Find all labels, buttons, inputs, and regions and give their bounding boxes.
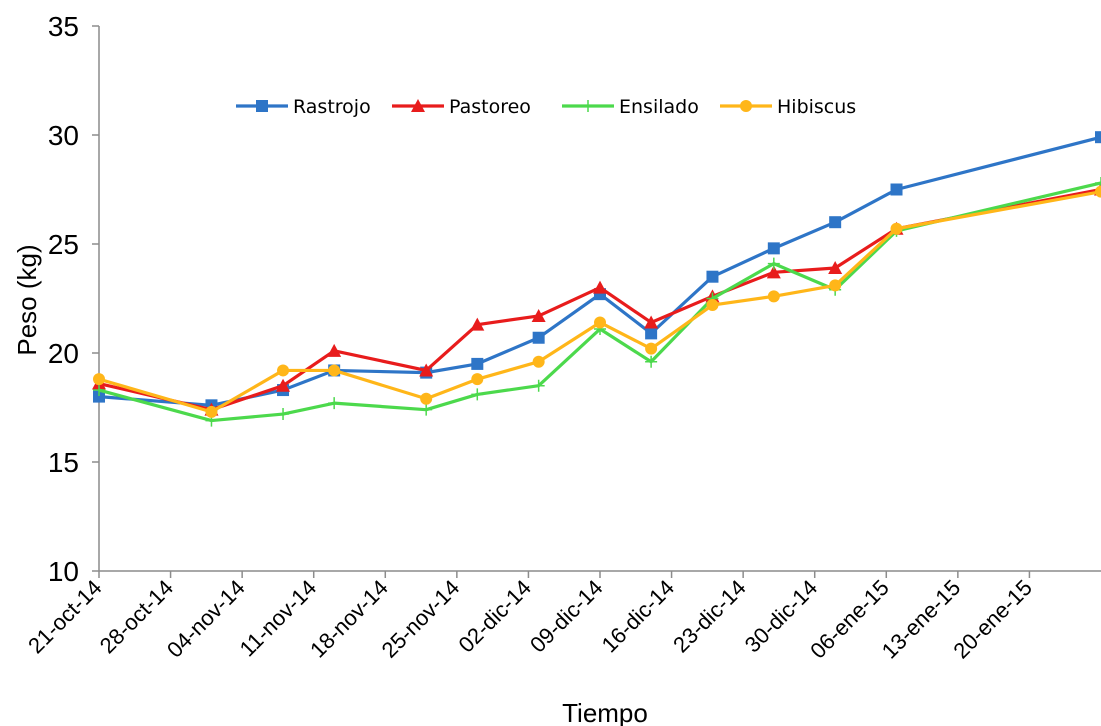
legend-marker-rastrojo <box>256 100 268 112</box>
series-line-pastoreo <box>98 187 1101 412</box>
x-tick-label: 20-ene-15 <box>948 575 1037 664</box>
legend-marker-pastoreo <box>411 99 425 112</box>
data-point-ensilado <box>420 403 433 416</box>
data-point-pastoreo <box>470 317 485 331</box>
data-point-pastoreo <box>828 260 843 274</box>
data-point-rastrojo <box>471 357 484 370</box>
data-point-hibiscus <box>328 364 341 377</box>
series-line-ensilado <box>98 181 1101 423</box>
data-point-hibiscus <box>890 222 903 235</box>
data-point-pastoreo <box>276 378 291 392</box>
series-layer <box>92 131 1101 427</box>
series-hibiscus <box>93 185 1101 418</box>
data-point-hibiscus <box>594 316 606 329</box>
data-point-hibiscus <box>205 405 218 418</box>
data-point-pastoreo <box>766 265 781 279</box>
y-tick-label: 10 <box>48 556 79 587</box>
legend-item-ensilado: Ensilado <box>562 96 699 118</box>
data-point-rastrojo <box>93 390 105 403</box>
y-tick-label: 30 <box>48 120 79 151</box>
legend: Rastrojo Pastoreo Ensilado Hibiscus <box>236 96 856 118</box>
x-tick-label: 25-nov-14 <box>377 575 465 663</box>
legend-marker-ensilado <box>582 100 594 112</box>
y-tick-label: 15 <box>48 447 79 478</box>
data-point-hibiscus <box>645 342 658 355</box>
data-point-rastrojo <box>532 331 545 344</box>
data-point-ensilado <box>1095 176 1101 189</box>
data-point-hibiscus <box>829 279 842 292</box>
legend-label-hibiscus: Hibiscus <box>777 96 856 118</box>
data-point-ensilado <box>532 379 545 392</box>
x-tick-label: 02-dic-14 <box>453 575 536 658</box>
data-point-ensilado <box>328 397 341 410</box>
legend-label-ensilado: Ensilado <box>619 96 699 118</box>
x-axis: 21-oct-1428-oct-1404-nov-1411-nov-1418-n… <box>23 570 1101 664</box>
x-tick-label: 18-nov-14 <box>305 575 393 663</box>
y-axis: 10 15 20 25 30 35 <box>48 11 100 587</box>
data-point-ensilado <box>471 388 484 401</box>
data-point-rastrojo <box>645 327 658 340</box>
data-point-hibiscus <box>471 373 484 386</box>
series-rastrojo <box>93 131 1101 412</box>
y-tick-label: 20 <box>48 338 79 369</box>
x-tick-label: 23-dic-14 <box>668 575 751 658</box>
data-point-pastoreo <box>419 363 434 377</box>
data-point-rastrojo <box>890 183 903 196</box>
x-tick-label: 21-oct-14 <box>23 575 106 658</box>
x-tick-label: 09-dic-14 <box>525 575 608 658</box>
legend-label-pastoreo: Pastoreo <box>449 96 531 118</box>
data-point-ensilado <box>93 384 105 397</box>
legend-item-hibiscus: Hibiscus <box>720 96 856 118</box>
data-point-hibiscus <box>706 299 719 312</box>
y-axis-title: Peso (kg) <box>12 244 42 355</box>
data-point-rastrojo <box>767 242 780 255</box>
data-point-rastrojo <box>829 216 842 229</box>
data-point-rastrojo <box>1095 131 1101 144</box>
data-point-hibiscus <box>767 290 780 303</box>
data-point-pastoreo <box>531 308 546 322</box>
series-ensilado <box>93 176 1101 427</box>
legend-marker-hibiscus <box>740 100 752 112</box>
legend-item-pastoreo: Pastoreo <box>392 96 531 118</box>
data-point-hibiscus <box>420 392 433 405</box>
data-point-pastoreo <box>593 280 607 294</box>
y-tick-label: 25 <box>48 229 79 260</box>
data-point-hibiscus <box>277 364 290 377</box>
data-point-hibiscus <box>1095 185 1101 198</box>
x-tick-label: 04-nov-14 <box>162 575 250 663</box>
x-tick-label: 16-dic-14 <box>597 575 680 658</box>
x-axis-title: Tiempo <box>562 698 648 726</box>
data-point-pastoreo <box>327 343 342 357</box>
data-point-ensilado <box>277 408 290 421</box>
y-tick-label: 35 <box>48 11 79 42</box>
legend-label-rastrojo: Rastrojo <box>293 96 371 118</box>
series-line-hibiscus <box>98 190 1101 414</box>
data-point-hibiscus <box>532 355 545 368</box>
data-point-rastrojo <box>706 270 719 283</box>
data-point-ensilado <box>645 355 658 368</box>
series-line-rastrojo <box>98 135 1101 407</box>
legend-item-rastrojo: Rastrojo <box>236 96 371 118</box>
data-point-ensilado <box>767 257 780 270</box>
data-point-hibiscus <box>93 373 105 386</box>
data-point-pastoreo <box>644 315 659 329</box>
